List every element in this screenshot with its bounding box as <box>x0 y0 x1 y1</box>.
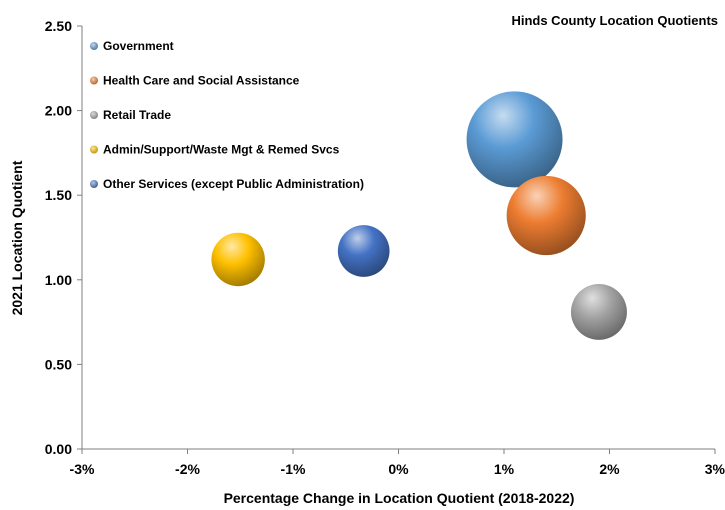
legend-marker <box>90 180 98 188</box>
legend-label: Other Services (except Public Administra… <box>103 177 364 191</box>
y-tick-label: 2.00 <box>45 103 72 119</box>
legend-marker <box>90 111 98 119</box>
x-tick-label: -3% <box>70 461 95 477</box>
legend-marker <box>90 76 98 85</box>
legend-label: Admin/Support/Waste Mgt & Remed Svcs <box>103 143 340 157</box>
y-axis-title: 2021 Location Quotient <box>9 160 25 315</box>
bubble-5 <box>337 225 390 277</box>
y-tick-label: 1.50 <box>45 187 72 203</box>
x-tick-label: 1% <box>494 461 515 477</box>
x-tick-label: 3% <box>705 461 725 477</box>
legend-label: Retail Trade <box>103 108 171 122</box>
x-tick-label: -1% <box>281 461 306 477</box>
y-tick-label: 2.50 <box>45 18 72 34</box>
bubble-1 <box>466 91 563 188</box>
axes: 0.00 0.50 1.00 1.50 2.00 2.50 -3% -2% -1% 0% 1% 2% 3… <box>45 18 725 477</box>
x-axis-title: Percentage Change in Location Quotient (… <box>224 490 575 506</box>
chart-title: Hinds County Location Quotients <box>511 13 718 28</box>
x-tick-label: 2% <box>599 461 620 477</box>
bubbles <box>211 91 627 340</box>
legend-label: Government <box>103 39 174 53</box>
legend: Government Health Care and Social Assista… <box>90 39 364 191</box>
bubble-3 <box>570 283 627 340</box>
x-tick-label: 0% <box>388 461 409 477</box>
y-tick-label: 0.50 <box>45 356 72 372</box>
legend-label: Health Care and Social Assistance <box>103 74 300 88</box>
bubble-2 <box>506 175 586 256</box>
y-tick-label: 0.00 <box>45 441 72 457</box>
legend-marker <box>90 42 98 50</box>
bubble-4 <box>211 232 265 287</box>
legend-marker <box>90 145 98 154</box>
x-tick-label: -2% <box>175 461 200 477</box>
y-tick-label: 1.00 <box>45 272 72 288</box>
